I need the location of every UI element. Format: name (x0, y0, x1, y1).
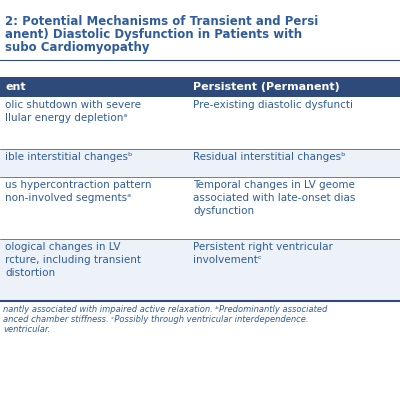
Text: us hypercontraction pattern
non-involved segmentsᵃ: us hypercontraction pattern non-involved… (5, 180, 152, 203)
Text: olic shutdown with severe
llular energy depletionᵃ: olic shutdown with severe llular energy … (5, 100, 141, 123)
Text: ible interstitial changesᵇ: ible interstitial changesᵇ (5, 152, 132, 162)
Bar (185, 239, 400, 301)
Text: Persistent right ventricular
involvementᶜ: Persistent right ventricular involvement… (193, 242, 333, 265)
Bar (185, 149, 400, 177)
Text: Temporal changes in LV geome
associated with late-onset dias
dysfunction: Temporal changes in LV geome associated … (193, 180, 355, 216)
Text: Residual interstitial changesᵇ: Residual interstitial changesᵇ (193, 152, 346, 162)
Text: anent) Diastolic Dysfunction in Patients with: anent) Diastolic Dysfunction in Patients… (5, 28, 302, 41)
Text: ological changes in LV
rcture, including transient
distortion: ological changes in LV rcture, including… (5, 242, 141, 278)
Bar (185, 97, 400, 149)
Bar (0, 77, 185, 97)
Text: ventricular.: ventricular. (3, 325, 50, 334)
Text: Persistent (Permanent): Persistent (Permanent) (193, 82, 340, 92)
Bar (0, 97, 185, 149)
Bar (0, 239, 185, 301)
Bar (185, 77, 400, 97)
Bar (0, 177, 185, 239)
Bar (185, 177, 400, 239)
Text: subo Cardiomyopathy: subo Cardiomyopathy (5, 41, 150, 54)
Text: 2: Potential Mechanisms of Transient and Persi: 2: Potential Mechanisms of Transient and… (5, 15, 318, 28)
Text: Pre-existing diastolic dysfuncti: Pre-existing diastolic dysfuncti (193, 100, 353, 110)
Bar (0, 149, 185, 177)
Text: nantly associated with impaired active relaxation. ᵇPredominantly associated: nantly associated with impaired active r… (3, 305, 327, 314)
Text: anced chamber stiffness. ᶜPossibly through ventricular interdependence.: anced chamber stiffness. ᶜPossibly throu… (3, 315, 308, 324)
Text: ent: ent (5, 82, 26, 92)
